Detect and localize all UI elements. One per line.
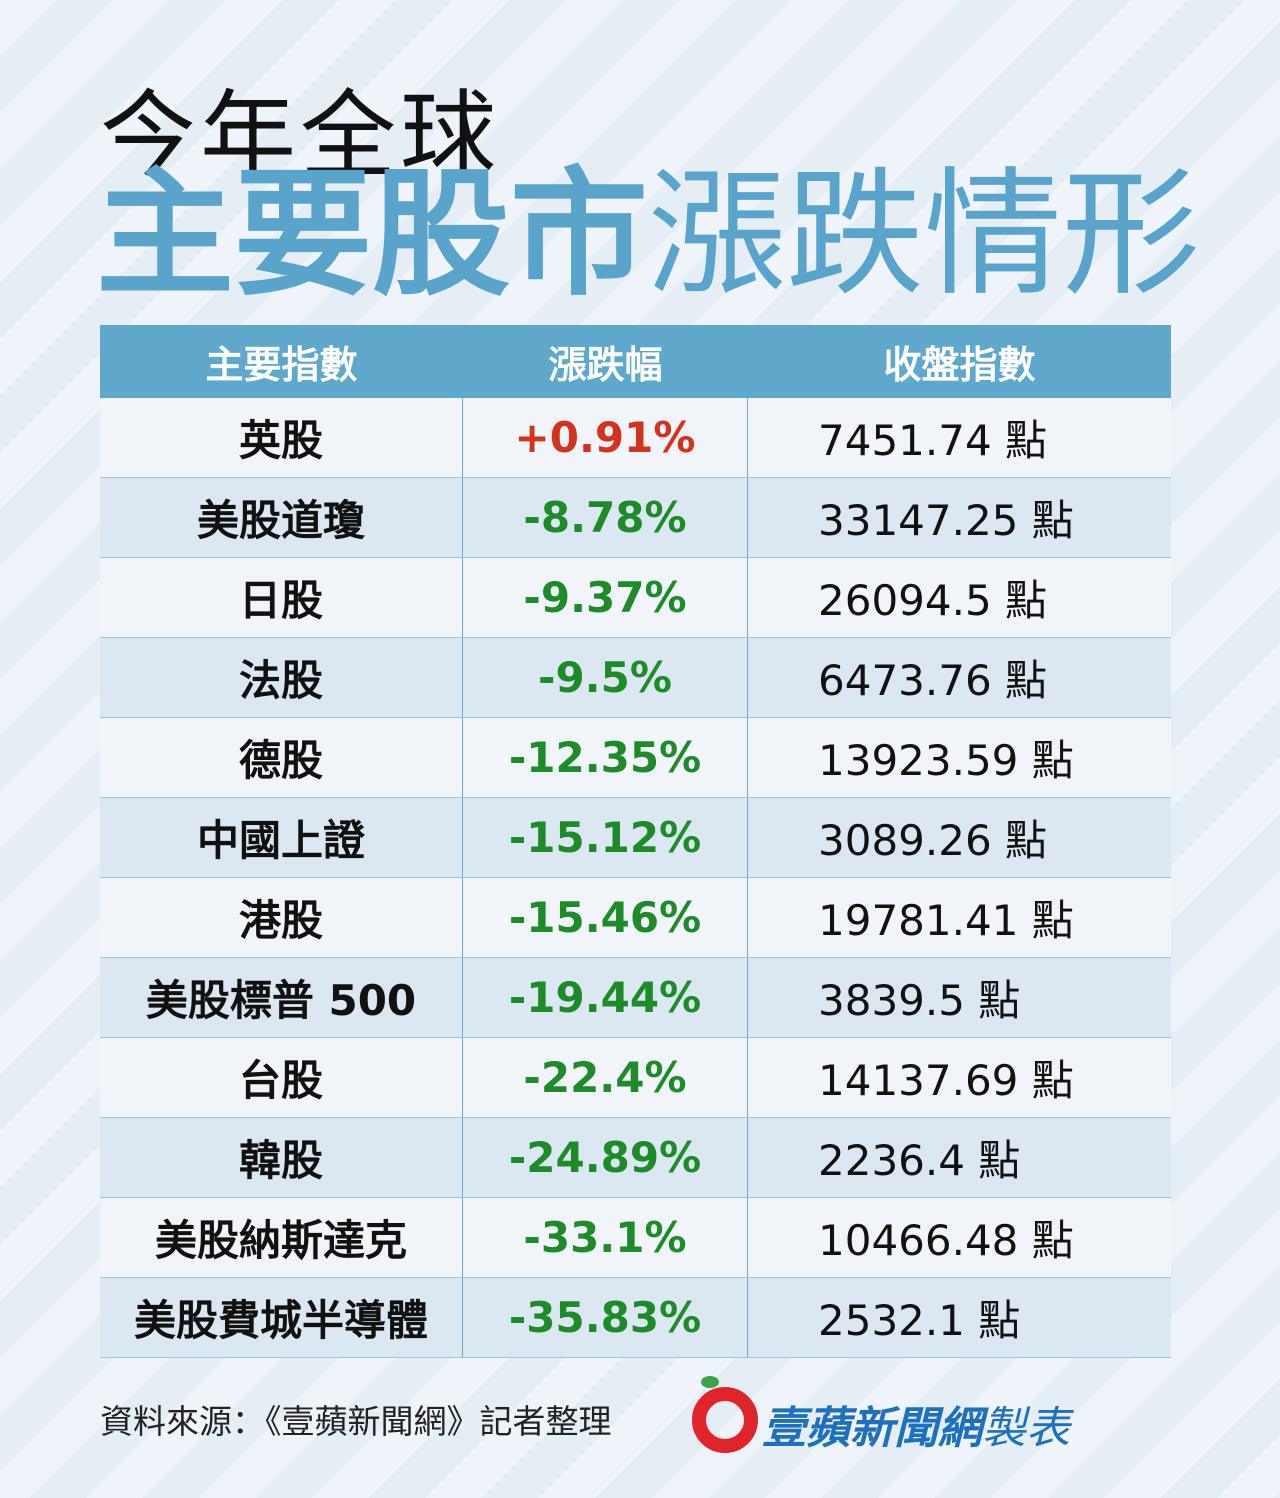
table: 主要指數 漲跌幅 收盤指數英股 +0.91% 7451.74 點美股道瓊 -8.78% 33… [100,325,1171,1358]
header-cell: 收盤指數 [883,343,1036,387]
change: -15.12% [463,798,748,877]
close: 7451.74 點 [818,416,1048,465]
table-row: 德股 -12.35% 13923.59 點 [100,718,1171,798]
table-row: 台股 -22.4% 14137.69 點 [100,1038,1171,1118]
close: 3839.5 點 [818,976,1021,1025]
change: -22.4% [463,1038,748,1117]
table-row: 日股 -9.37% 26094.5 點 [100,558,1171,638]
index-name: 韓股 [100,1118,463,1197]
change: -9.5% [463,638,748,717]
close: 26094.5 點 [818,576,1048,625]
title-line2: 主要股市漲跌情形 [96,160,1200,310]
index-name: 法股 [100,638,463,717]
close: 19781.41 點 [818,896,1074,945]
change: -9.37% [463,558,748,637]
title-bold: 主要股市 [96,154,649,315]
table-row: 美股標普 500 -19.44% 3839.5 點 [100,958,1171,1038]
change: -19.44% [463,958,748,1037]
change: -24.89% [463,1118,748,1197]
table-row: 港股 -15.46% 19781.41 點 [100,878,1171,958]
close: 2236.4 點 [818,1136,1021,1185]
change: -12.35% [463,718,748,797]
index-name: 德股 [100,718,463,797]
index-name: 英股 [100,398,463,477]
change: +0.91% [463,398,748,477]
header-cell: 漲跌幅 [548,343,663,387]
change: -8.78% [463,478,748,557]
close: 3089.26 點 [818,816,1048,865]
close: 14137.69 點 [818,1056,1074,1105]
index-name: 日股 [100,558,463,637]
close: 10466.48 點 [818,1216,1074,1265]
brand-name: 壹蘋新聞網 [762,1403,982,1454]
brand-suffix: 製表 [982,1403,1070,1454]
index-name: 美股標普 500 [100,958,463,1037]
table-row: 美股納斯達克 -33.1% 10466.48 點 [100,1198,1171,1278]
brand: 壹蘋新聞網製表 [762,1392,1070,1456]
index-name: 美股納斯達克 [100,1198,463,1277]
close: 2532.1 點 [818,1296,1021,1345]
table-row: 英股 +0.91% 7451.74 點 [100,398,1171,478]
index-name: 港股 [100,878,463,957]
logo-ring [692,1387,758,1453]
logo-icon [692,1376,758,1453]
table-row: 美股費城半導體 -35.83% 2532.1 點 [100,1278,1171,1358]
index-name: 台股 [100,1038,463,1117]
title-light: 漲跌情形 [648,154,1201,315]
index-name: 美股費城半導體 [100,1278,463,1357]
change: -33.1% [463,1198,748,1277]
title-line1: 今年全球 [100,80,500,192]
close: 33147.25 點 [818,496,1074,545]
close: 6473.76 點 [818,656,1048,705]
header-cell: 主要指數 [205,343,358,387]
table-row: 韓股 -24.89% 2236.4 點 [100,1118,1171,1198]
table-row: 中國上證 -15.12% 3089.26 點 [100,798,1171,878]
source: 資料來源：《壹蘋新聞網》記者整理 [100,1402,612,1441]
index-name: 美股道瓊 [100,478,463,557]
close: 13923.59 點 [818,736,1074,785]
logo-leaf [701,1376,719,1388]
header-row: 主要指數 漲跌幅 收盤指數 [100,325,1171,398]
index-name: 中國上證 [100,798,463,877]
change: -35.83% [463,1278,748,1357]
table-row: 法股 -9.5% 6473.76 點 [100,638,1171,718]
table-row: 美股道瓊 -8.78% 33147.25 點 [100,478,1171,558]
change: -15.46% [463,878,748,957]
